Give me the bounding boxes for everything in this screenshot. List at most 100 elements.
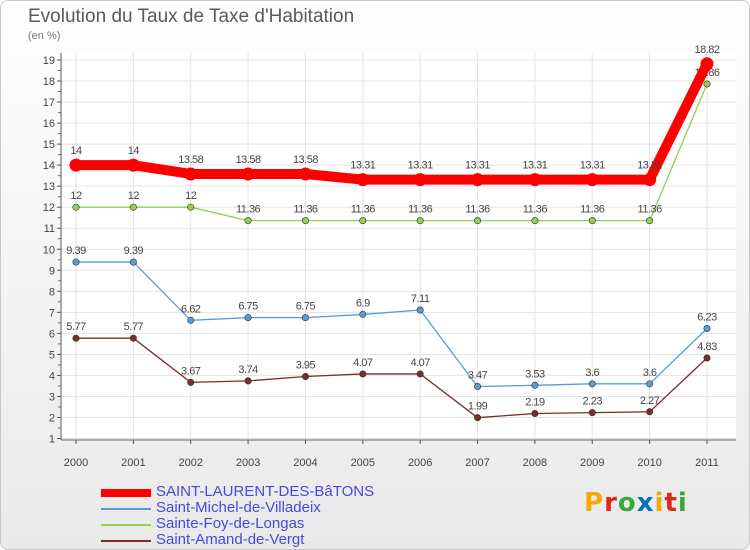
logo-letter: t (664, 488, 678, 518)
data-point (703, 80, 711, 88)
y-tick-label: 13 (43, 181, 55, 193)
x-tick-label: 2010 (637, 457, 661, 469)
y-tick-label: 11 (44, 223, 55, 235)
chart-subtitle: (en %) (28, 30, 61, 42)
series-line (76, 61, 712, 185)
data-point (184, 167, 198, 181)
y-tick-label: 10 (43, 244, 55, 256)
y-tick-label: 4 (49, 370, 55, 382)
logo-letter: r (604, 488, 618, 518)
data-point (187, 316, 195, 324)
data-point (588, 380, 596, 388)
data-point (413, 173, 427, 187)
x-tick-label: 2003 (236, 457, 260, 469)
data-point (588, 409, 596, 417)
legend-label: Sainte-Foy-de-Longas (156, 515, 305, 532)
data-label: 9.39 (124, 245, 144, 257)
data-point (474, 217, 482, 225)
chart-title: Evolution du Taux de Taxe d'Habitation (28, 6, 355, 27)
data-label: 6.75 (296, 301, 316, 313)
y-tick-label: 14 (43, 160, 55, 172)
data-label: 11.36 (638, 204, 663, 216)
y-tick-label: 2 (49, 412, 55, 424)
data-label: 5.77 (124, 321, 144, 333)
data-point (531, 409, 539, 417)
data-label: 13.31 (580, 160, 605, 172)
data-label: 13.31 (465, 160, 490, 172)
data-point (72, 203, 80, 211)
plot-area (60, 53, 736, 441)
data-label: 1.99 (468, 401, 488, 413)
data-point (69, 158, 83, 172)
data-label: 3.6 (643, 367, 657, 379)
data-label: 4.07 (353, 357, 373, 369)
data-label: 3.6 (585, 367, 599, 379)
y-tick-label: 6 (49, 328, 55, 340)
data-label: 3.53 (525, 368, 545, 380)
x-tick-label: 2000 (64, 457, 88, 469)
logo-letter: o (617, 488, 637, 518)
series-line (76, 261, 708, 388)
data-label: 13.31 (408, 160, 433, 172)
y-tick-label: 7 (49, 307, 55, 319)
y-tick-label: 3 (49, 391, 55, 403)
data-label: 6.9 (356, 297, 370, 309)
data-label: 11.36 (351, 204, 376, 216)
data-point (301, 372, 309, 380)
x-tick-label: 2011 (695, 457, 719, 469)
x-tick-label: 2004 (293, 457, 317, 469)
data-point (528, 173, 542, 187)
data-point (241, 167, 255, 181)
data-label: 13.58 (293, 154, 318, 166)
data-point (646, 380, 654, 388)
data-label: 14 (128, 145, 140, 157)
data-label: 14 (70, 145, 82, 157)
legend-swatch (101, 508, 151, 510)
y-tick-label: 1 (49, 434, 55, 446)
data-point (471, 173, 485, 187)
y-tick-label: 19 (43, 55, 55, 67)
data-point (359, 370, 367, 378)
data-label: 7.11 (411, 293, 430, 305)
legend-swatch (101, 524, 151, 526)
data-point (416, 217, 424, 225)
data-point (646, 408, 654, 416)
data-point (585, 173, 599, 187)
y-tick-label: 12 (43, 202, 55, 214)
data-point (244, 314, 252, 322)
data-point (187, 203, 195, 211)
logo-letter: i (677, 488, 688, 518)
data-point (298, 167, 312, 181)
data-point (126, 158, 140, 172)
data-label: 11.36 (465, 204, 490, 216)
x-tick-label: 2001 (121, 457, 145, 469)
data-label: 6.23 (697, 312, 717, 324)
data-label: 3.47 (468, 370, 488, 382)
data-point (129, 334, 137, 342)
data-point (301, 217, 309, 225)
data-point (703, 325, 711, 333)
data-point (72, 334, 80, 342)
legend-swatch (101, 489, 151, 497)
data-label: 2.19 (525, 396, 545, 408)
data-label: 3.67 (181, 365, 201, 377)
legend-label: Saint-Amand-de-Vergt (156, 531, 305, 548)
data-label: 3.95 (296, 359, 316, 371)
x-tick-label: 2002 (178, 457, 202, 469)
data-point (129, 258, 137, 266)
data-label: 18.82 (694, 44, 719, 56)
logo-letter: i (654, 488, 665, 518)
data-label: 2.23 (583, 396, 603, 408)
data-label: 2.27 (640, 395, 660, 407)
data-label: 13.31 (350, 160, 375, 172)
legend-swatch (101, 540, 151, 542)
logo-letter: P (584, 488, 605, 518)
data-point (301, 314, 309, 322)
data-point (643, 173, 657, 187)
x-tick-label: 2008 (523, 457, 547, 469)
data-point (187, 378, 195, 386)
data-label: 4.83 (697, 341, 717, 353)
x-tick-label: 2009 (580, 457, 604, 469)
data-point (356, 173, 370, 187)
